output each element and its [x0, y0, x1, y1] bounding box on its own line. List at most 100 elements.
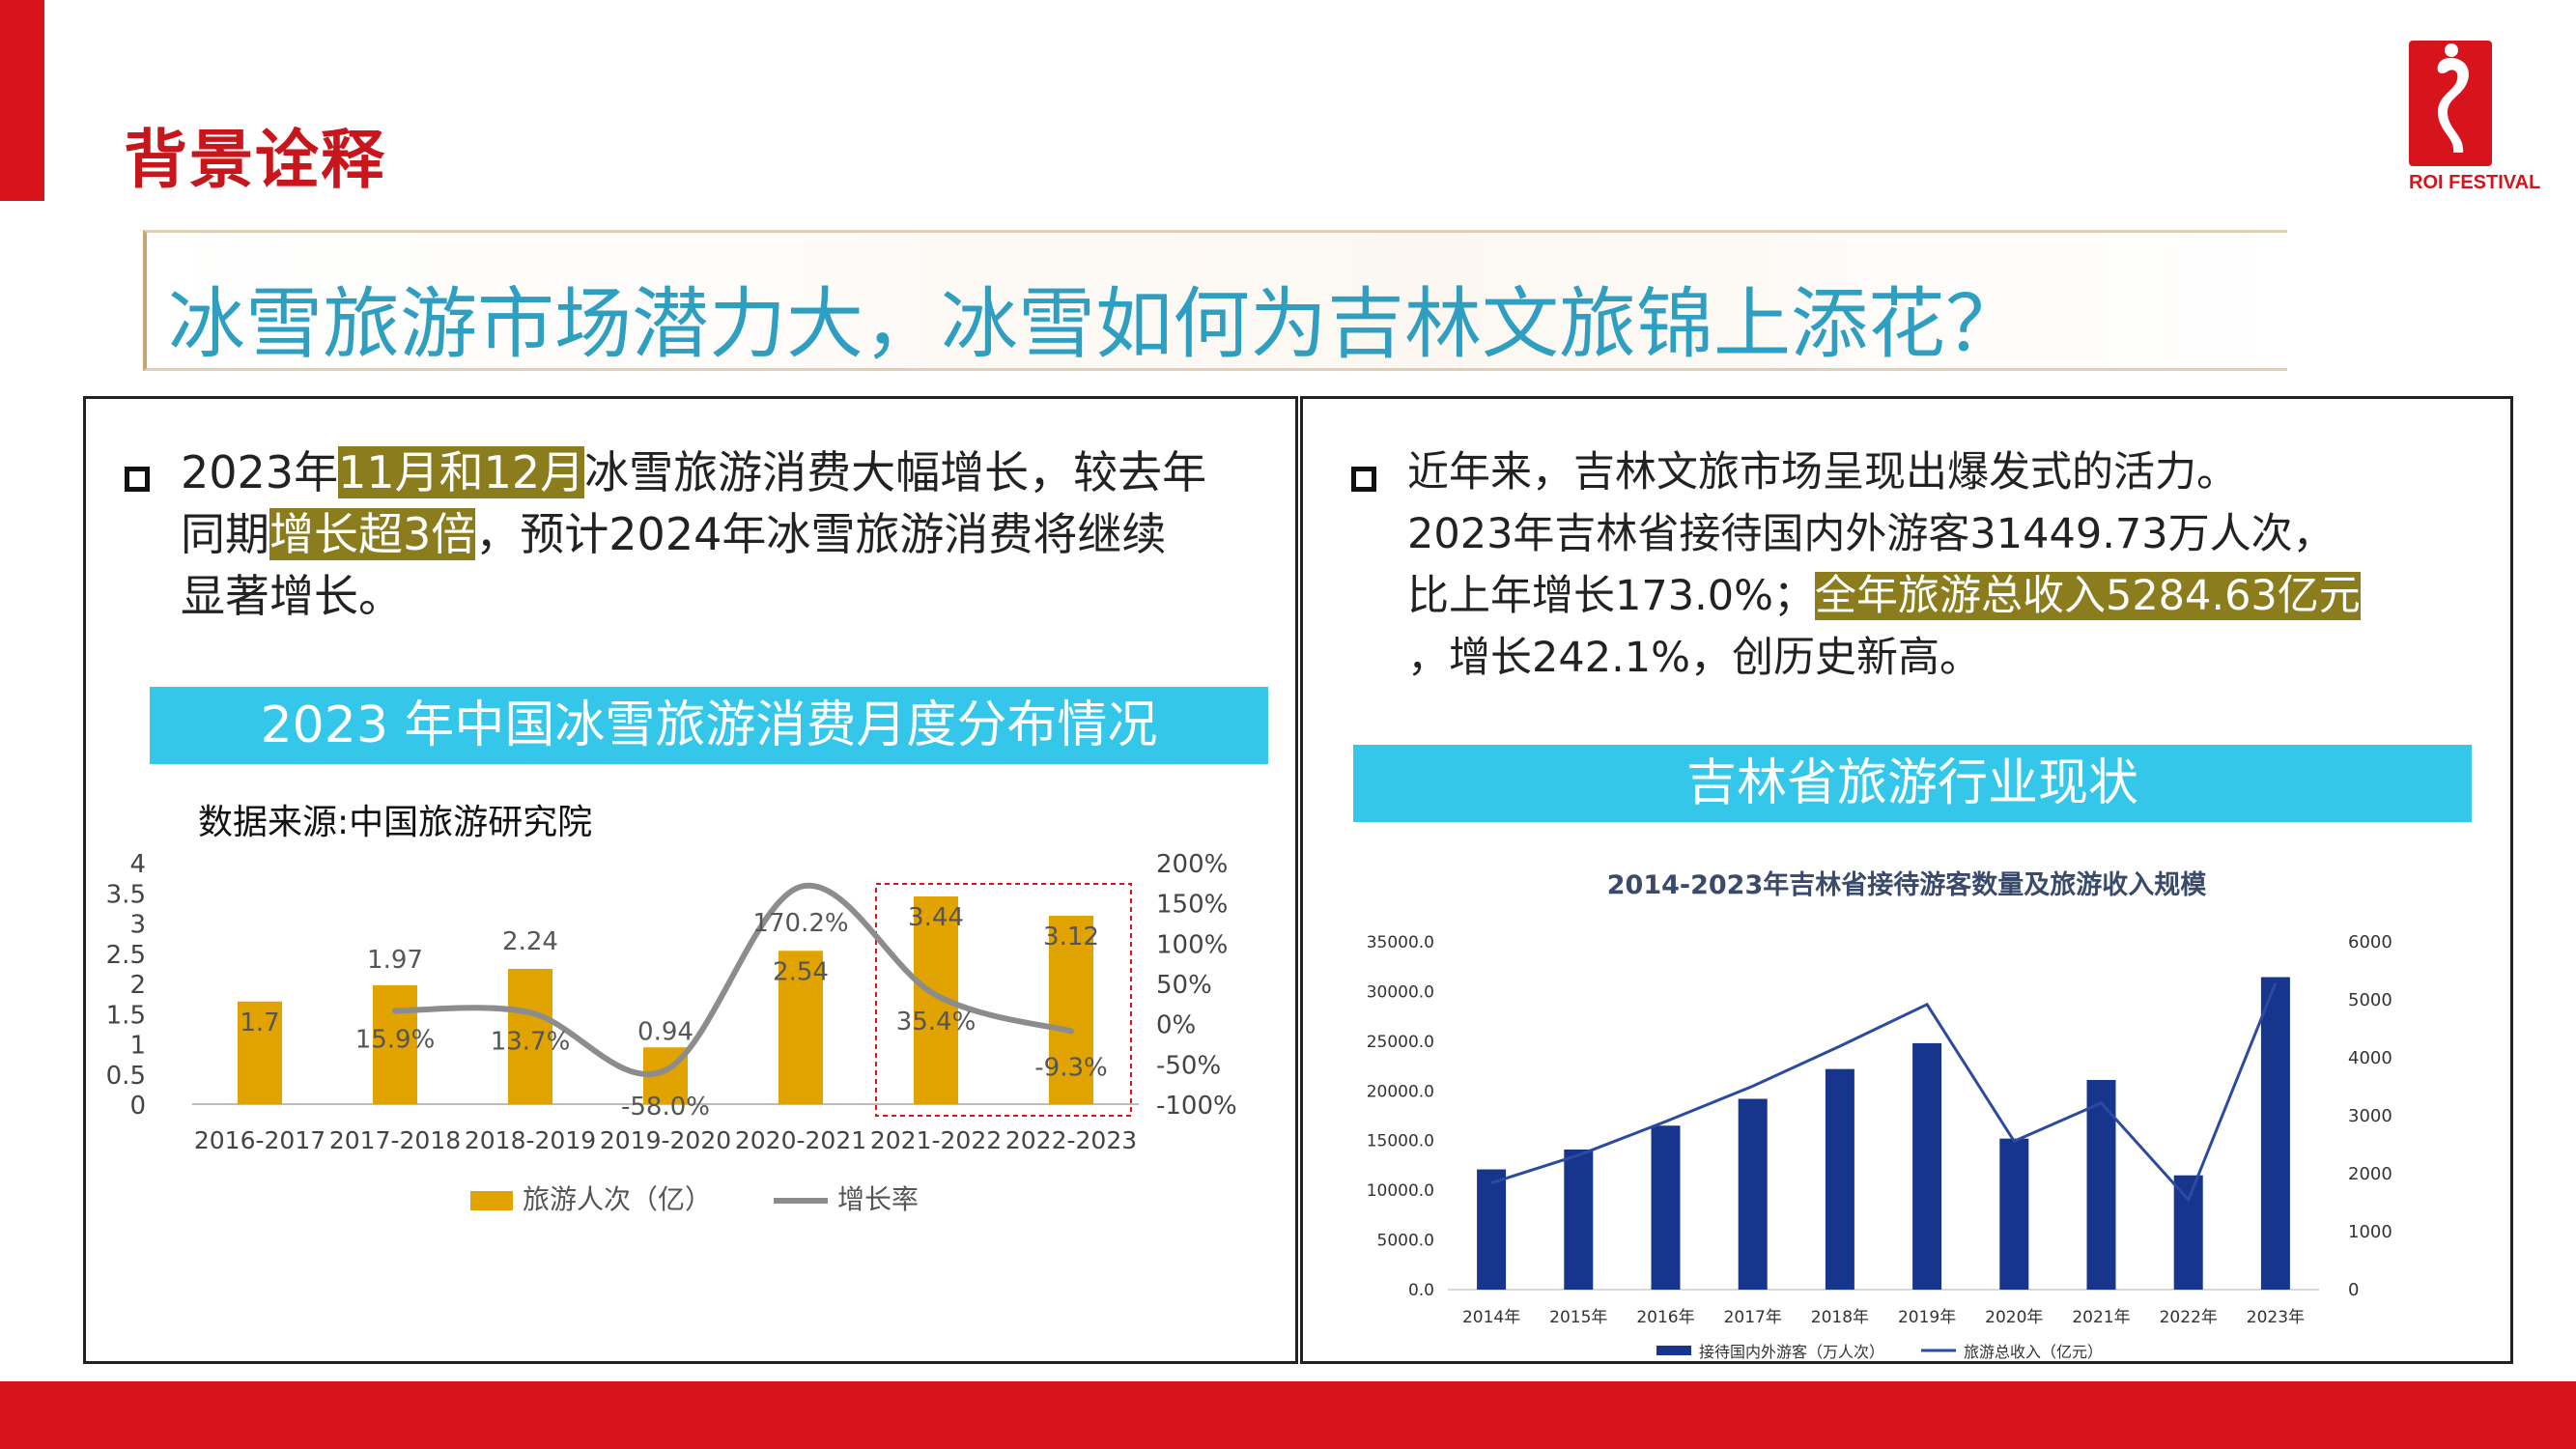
highlight: 11月和12月: [338, 446, 585, 498]
bar-value-label: 3.12: [1043, 923, 1099, 952]
left-accent-bar: [0, 0, 44, 201]
highlight: 全年旅游总收入5284.63亿元: [1814, 572, 2361, 620]
bar-value-label: 0.94: [637, 1017, 694, 1046]
x-tick-label: 2014年: [1462, 1308, 1520, 1327]
right-paragraph-line-4: ，增长242.1%，创历史新高。: [1407, 634, 1981, 682]
y-left-tick-label: 4: [129, 850, 146, 879]
bar-value-label: 3.44: [908, 903, 964, 932]
y-right-tick-label: 200%: [1156, 850, 1228, 879]
bullet-square-icon: [125, 467, 150, 492]
bar: [1912, 1042, 1942, 1290]
left-paragraph-line-2: 同期增长超3倍，预计2024年冰雪旅游消费将继续: [181, 503, 1166, 565]
line-value-label: 15.9%: [355, 1025, 436, 1054]
line-value-label: 13.7%: [491, 1027, 571, 1056]
y-left-tick-label: 3.5: [106, 880, 146, 909]
x-tick-label: 2023年: [2247, 1308, 2305, 1327]
x-tick-label: 2022年: [2160, 1308, 2218, 1327]
chart-title: 2014-2023年吉林省接待游客数量及旅游收入规模: [1607, 869, 2207, 900]
y-right-tick-label: -50%: [1156, 1051, 1221, 1080]
bar: [373, 984, 417, 1104]
line-value-label: -58.0%: [621, 1093, 710, 1122]
y-right-tick-label: 6000: [2348, 932, 2392, 952]
x-tick-label: 2020年: [1985, 1308, 2043, 1327]
bar-value-label: 1.97: [367, 946, 423, 975]
y-right-tick-label: 150%: [1156, 891, 1228, 920]
text: 2023年: [181, 446, 339, 498]
legend-label-line: 旅游总收入（亿元）: [1964, 1343, 2103, 1361]
y-left-tick-label: 25000.0: [1367, 1033, 1434, 1052]
y-left-tick-label: 2.5: [106, 941, 146, 970]
y-left-tick-label: 15000.0: [1367, 1132, 1434, 1151]
x-tick-label: 2019-2020: [600, 1126, 731, 1154]
right-panel: 近年来，吉林文旅市场呈现出爆发式的活力。 2023年吉林省接待国内外游客3144…: [1300, 396, 2513, 1364]
x-tick-label: 2020-2021: [735, 1126, 866, 1154]
x-tick-label: 2019年: [1898, 1308, 1956, 1327]
legend-swatch-bar: [470, 1191, 513, 1210]
y-left-tick-label: 10000.0: [1367, 1181, 1434, 1201]
bottom-band: [0, 1381, 2576, 1449]
section-title: 背景诠释: [124, 123, 386, 197]
text: 同期: [181, 508, 269, 560]
y-left-tick-label: 2: [129, 971, 146, 1000]
text: 比上年增长173.0%；: [1407, 572, 1815, 620]
left-chart-banner: 2023 年中国冰雪旅游消费月度分布情况: [150, 687, 1268, 764]
y-left-tick-label: 3: [129, 911, 146, 940]
legend-label-bar: 旅游人次（亿）: [523, 1183, 712, 1215]
y-right-tick-label: 0%: [1156, 1011, 1196, 1040]
roi-festival-logo: ROI FESTIVAL: [2409, 41, 2540, 201]
left-paragraph-line-3: 显著增长。: [181, 570, 403, 622]
left-paragraph-line-1: 2023年11月和12月冰雪旅游消费大幅增长，较去年: [181, 441, 1206, 503]
left-panel: 2023年11月和12月冰雪旅游消费大幅增长，较去年 同期增长超3倍，预计202…: [83, 396, 1298, 1364]
y-left-tick-label: 1: [129, 1032, 146, 1061]
jilin-tourism-chart: 2014-2023年吉林省接待游客数量及旅游收入规模 0.0 5000.0 10000…: [1367, 869, 2392, 1361]
line-value-label: 35.4%: [896, 1008, 977, 1037]
y-left-tick-label: 30000.0: [1367, 982, 1434, 1002]
x-tick-label: 2015年: [1549, 1308, 1607, 1327]
right-chart-banner: 吉林省旅游行业现状: [1353, 745, 2472, 822]
y-left-tick-label: 0.0: [1408, 1281, 1434, 1300]
y-right-tick-label: 2000: [2348, 1164, 2392, 1184]
x-tick-label: 2021年: [2072, 1308, 2130, 1327]
legend-label-line: 增长率: [837, 1183, 919, 1215]
y-right-tick-label: 3000: [2348, 1106, 2392, 1126]
bar: [2173, 1175, 2203, 1290]
y-left-tick-label: 20000.0: [1367, 1082, 1434, 1101]
text: 冰雪旅游消费大幅增长，较去年: [584, 446, 1207, 498]
legend-swatch-bar: [1656, 1346, 1691, 1355]
bar: [2260, 977, 2290, 1290]
bar: [1738, 1098, 1768, 1290]
bar: [1825, 1068, 1854, 1290]
x-tick-label: 2018年: [1811, 1308, 1869, 1327]
y-left-tick-label: 0: [129, 1092, 146, 1121]
bar: [778, 951, 823, 1104]
headline: 冰雪旅游市场潜力大，冰雪如何为吉林文旅锦上添花？: [168, 279, 2023, 369]
x-tick-label: 2016-2017: [194, 1126, 326, 1154]
income-line: [1490, 982, 2278, 1203]
y-right-tick-label: 50%: [1156, 971, 1212, 1000]
bar: [1477, 1169, 1507, 1290]
highlight: 增长超3倍: [269, 508, 476, 560]
bullet-square-icon: [1351, 467, 1376, 492]
y-left-tick-label: 5000.0: [1377, 1232, 1434, 1251]
y-left-tick-label: 0.5: [106, 1062, 146, 1091]
x-tick-label: 2017年: [1724, 1308, 1782, 1327]
bar-value-label: 2.24: [502, 927, 558, 956]
y-right-tick-label: 1000: [2348, 1222, 2392, 1242]
right-paragraph-line-1: 近年来，吉林文旅市场呈现出爆发式的活力。: [1407, 448, 2238, 497]
ice-snow-consumption-chart: 数据来源:中国旅游研究院 00.511.522.533.54 -100% -50% 0%…: [106, 803, 1237, 1215]
y-left-tick-label: 35000.0: [1367, 933, 1434, 952]
y-right-tick-label: -100%: [1156, 1092, 1237, 1121]
right-paragraph-line-3: 比上年增长173.0%；全年旅游总收入5284.63亿元: [1407, 565, 2361, 627]
bar: [1049, 916, 1093, 1104]
x-tick-label: 2022-2023: [1005, 1126, 1137, 1154]
x-tick-label: 2016年: [1636, 1308, 1694, 1327]
bar: [508, 969, 552, 1104]
line-value-label: -9.3%: [1034, 1053, 1107, 1082]
legend-label-bar: 接待国内外游客（万人次）: [1699, 1343, 1884, 1361]
bar-value-label: 1.7: [240, 1009, 279, 1037]
bar: [1564, 1149, 1594, 1290]
bar-value-label: 2.54: [773, 957, 829, 986]
y-right-tick-label: 5000: [2348, 990, 2392, 1010]
bar: [2086, 1079, 2116, 1290]
x-tick-label: 2021-2022: [870, 1126, 1002, 1154]
